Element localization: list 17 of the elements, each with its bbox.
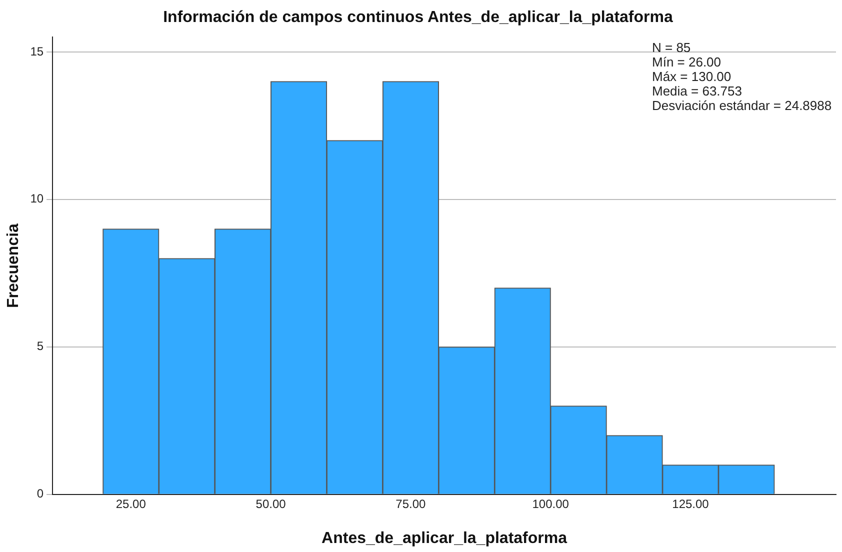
y-tick-label: 10: [30, 192, 44, 206]
y-tick-label: 15: [30, 44, 44, 58]
y-axis-title: Frecuencia: [5, 223, 22, 308]
annotation: Mín = 26.00: [652, 54, 722, 70]
annotation: Desviación estándar = 24.8988: [652, 98, 832, 114]
annotation: Media = 63.753: [652, 84, 742, 99]
x-tick-label: 100.00: [532, 496, 570, 511]
annotation: Máx = 130.00: [652, 69, 732, 84]
x-tick-label: 25.00: [116, 496, 146, 511]
x-tick-label: 125.00: [672, 496, 710, 511]
y-tick-label: 0: [36, 486, 44, 501]
x-tick-label: 75.00: [396, 496, 426, 511]
annotation: N = 85: [652, 40, 691, 56]
x-tick-label: 50.00: [256, 496, 286, 511]
chart-title: Información de campos continuos Antes_de_aplicar_la_plataforma: [163, 9, 673, 26]
x-axis-title: Antes_de_aplicar_la_plataforma: [322, 530, 568, 547]
y-tick-label: 5: [36, 339, 44, 354]
